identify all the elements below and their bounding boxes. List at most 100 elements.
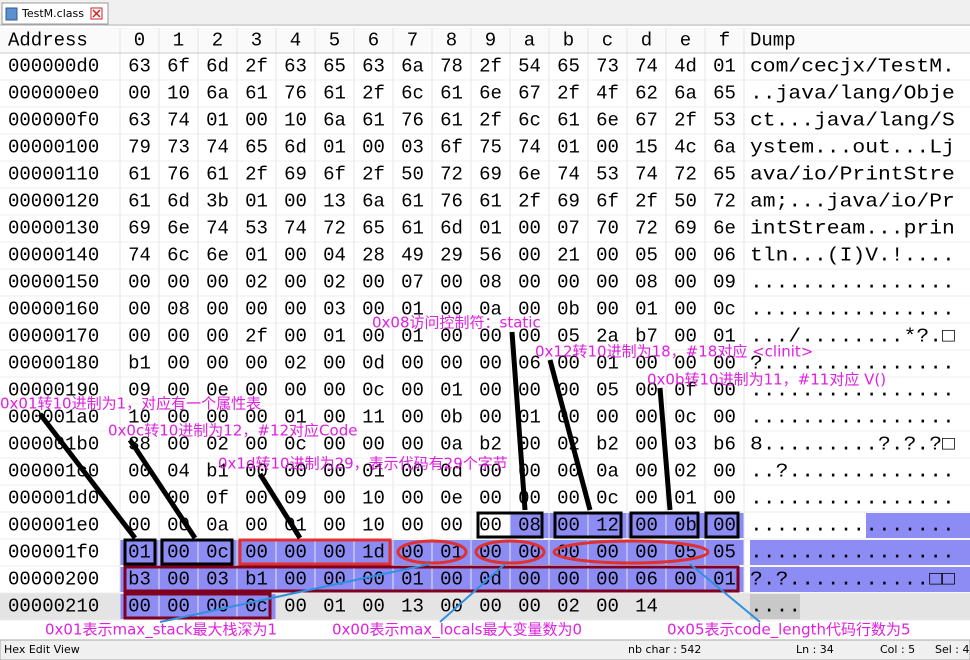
byte: 03 — [323, 299, 346, 321]
byte: 00 — [479, 353, 502, 375]
byte: 00 — [167, 380, 190, 402]
byte: b6 — [713, 434, 736, 456]
byte: 00 — [557, 461, 580, 483]
byte: 01 — [323, 137, 346, 159]
byte: 11 — [362, 407, 385, 429]
byte: 72 — [323, 218, 346, 240]
byte: 00 — [245, 380, 268, 402]
byte: 00 — [479, 407, 502, 429]
byte: 6d — [440, 218, 463, 240]
byte: 72 — [713, 191, 736, 213]
tab[interactable] — [1, 2, 109, 25]
byte: 69 — [674, 218, 697, 240]
address: 00000150 — [8, 272, 99, 294]
byte: 74 — [128, 245, 151, 267]
address: 000001a0 — [8, 407, 99, 429]
byte: 74 — [635, 56, 658, 78]
byte: 00 — [167, 542, 190, 564]
byte: 00 — [713, 515, 736, 537]
byte: 63 — [284, 56, 307, 78]
byte: b1 — [128, 353, 151, 375]
byte: 10 — [362, 515, 385, 537]
byte: 00 — [557, 380, 580, 402]
byte: 56 — [479, 245, 502, 267]
header-column: 5 — [329, 30, 340, 52]
byte: 03 — [206, 569, 229, 591]
byte: 00 — [323, 407, 346, 429]
dump-selection — [750, 567, 970, 592]
byte: 00 — [284, 542, 307, 564]
byte: 00 — [596, 407, 619, 429]
byte: 07 — [401, 272, 424, 294]
byte: 00 — [362, 272, 385, 294]
byte: 0a — [206, 515, 229, 537]
byte: 6d — [284, 137, 307, 159]
annotation: 0x05表示code_length代码行数为5 — [667, 621, 911, 640]
byte: 00 — [635, 461, 658, 483]
byte: 00 — [284, 191, 307, 213]
byte: 4d — [674, 56, 697, 78]
byte: 00 — [245, 434, 268, 456]
byte: 00 — [206, 299, 229, 321]
byte: 00 — [674, 569, 697, 591]
byte: 0c — [674, 407, 697, 429]
byte: 00 — [362, 299, 385, 321]
byte: 29 — [440, 245, 463, 267]
header-column: 2 — [212, 30, 223, 52]
byte: 00 — [674, 245, 697, 267]
byte: 61 — [206, 164, 229, 186]
header-column: 6 — [368, 30, 379, 52]
byte: 28 — [362, 245, 385, 267]
byte: 61 — [440, 83, 463, 105]
byte: 65 — [245, 137, 268, 159]
byte: 00 — [518, 596, 541, 618]
byte: 00 — [167, 407, 190, 429]
dump: ................ — [750, 407, 955, 429]
byte: 50 — [674, 191, 697, 213]
byte: 00 — [713, 407, 736, 429]
byte: 74 — [635, 164, 658, 186]
byte: 01 — [674, 488, 697, 510]
byte: 00 — [713, 488, 736, 510]
byte: 09 — [284, 488, 307, 510]
header-column: b — [563, 30, 574, 52]
header-column: 1 — [173, 30, 184, 52]
byte: 00 — [440, 596, 463, 618]
byte: 00 — [245, 407, 268, 429]
byte: 00 — [635, 488, 658, 510]
byte: 00 — [167, 353, 190, 375]
address: 00000200 — [8, 569, 99, 591]
address: 000001d0 — [8, 488, 99, 510]
byte: 00 — [674, 299, 697, 321]
byte: 61 — [323, 83, 346, 105]
status-view: Hex Edit View — [4, 643, 80, 656]
byte: 00 — [713, 353, 736, 375]
byte: 01 — [713, 56, 736, 78]
dump: .../........*?.□ — [750, 326, 955, 348]
byte: 01 — [401, 299, 424, 321]
byte: 00 — [362, 137, 385, 159]
address: 000001f0 — [8, 542, 99, 564]
header-column: c — [602, 30, 613, 52]
byte: 00 — [635, 542, 658, 564]
byte: 06 — [518, 353, 541, 375]
byte: 00 — [284, 272, 307, 294]
byte: 01 — [245, 245, 268, 267]
byte: 04 — [323, 245, 346, 267]
byte: 61 — [557, 110, 580, 132]
byte: 08 — [479, 272, 502, 294]
byte: 0d — [362, 353, 385, 375]
byte: 04 — [167, 461, 190, 483]
byte: 2f — [362, 83, 385, 105]
byte: 6e — [713, 218, 736, 240]
byte: 73 — [596, 56, 619, 78]
byte: 2f — [518, 191, 541, 213]
arrow — [127, 438, 198, 540]
byte: 01 — [206, 110, 229, 132]
byte: 00 — [440, 353, 463, 375]
byte: 00 — [323, 380, 346, 402]
byte: 14 — [635, 596, 658, 618]
byte: 00 — [128, 596, 151, 618]
byte: 00 — [323, 542, 346, 564]
